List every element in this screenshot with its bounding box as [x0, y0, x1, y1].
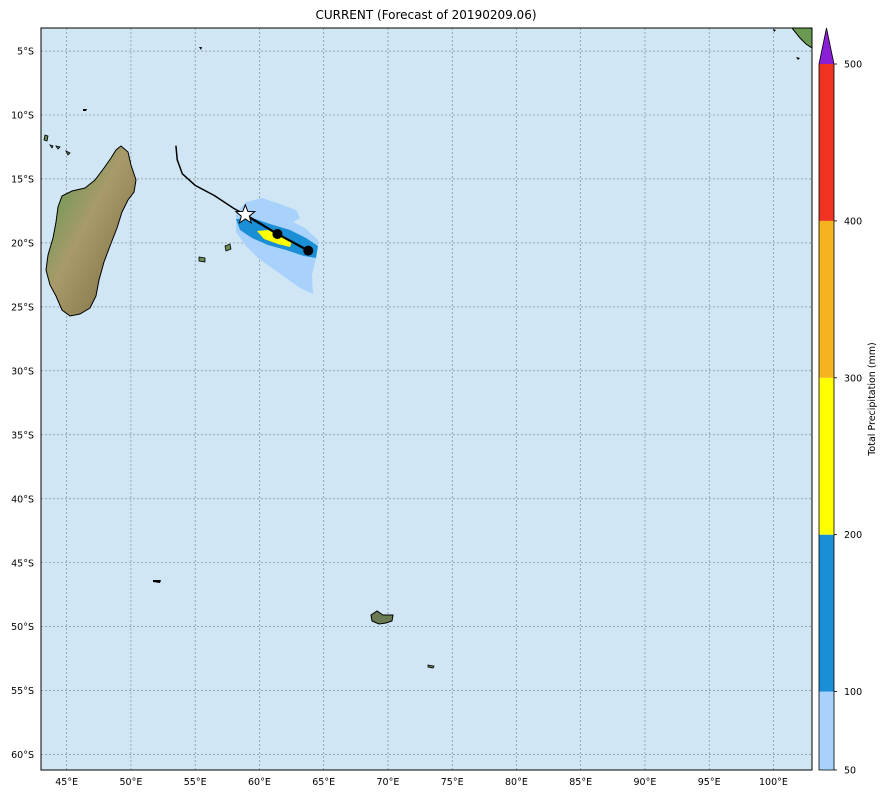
colorbar-tick-label: 500 — [844, 60, 862, 71]
colorbar-tick-label: 300 — [844, 373, 862, 384]
lat-tick-label: 25°S — [11, 302, 34, 313]
lon-tick-label: 95°E — [698, 777, 721, 788]
storm-track-line — [175, 145, 246, 216]
lon-tick-label: 50°E — [120, 777, 143, 788]
forecast-position-marker — [272, 228, 283, 239]
lat-tick-label: 55°S — [11, 686, 34, 697]
lat-tick-label: 5°S — [17, 47, 34, 58]
lon-tick-label: 55°E — [184, 777, 207, 788]
colorbar-outline — [818, 27, 835, 771]
colorbar-segment — [819, 64, 834, 221]
sumatra-coast — [791, 28, 812, 49]
mauritius-island — [224, 243, 232, 252]
lon-tick-label: 80°E — [505, 777, 528, 788]
lon-tick-label: 70°E — [377, 777, 400, 788]
map-frame — [40, 27, 813, 771]
lat-tick-label: 50°S — [11, 622, 34, 633]
colorbar-segment — [819, 534, 834, 692]
lat-tick-label: 15°S — [11, 174, 34, 185]
kerguelen-islands — [370, 610, 394, 625]
lat-tick-label: 60°S — [11, 750, 34, 761]
colorbar-label: Total Precipitation (mm) — [867, 342, 878, 457]
lat-tick-label: 35°S — [11, 430, 34, 441]
lat-tick-label: 40°S — [11, 494, 34, 505]
map-title: CURRENT (Forecast of 20190209.06) — [315, 8, 537, 22]
lon-tick-label: 100°E — [759, 777, 788, 788]
heard-island — [427, 664, 435, 669]
colorbar-tick-label: 100 — [844, 687, 862, 698]
colorbar-tick-label: 50 — [844, 766, 856, 777]
colorbar-segment — [819, 691, 834, 770]
ocean-background — [41, 28, 812, 770]
colorbar-extend-triangle — [819, 28, 834, 64]
colorbar-tick-label: 200 — [844, 530, 862, 541]
longitude-tick-labels: 45°E 50°E 55°E 60°E 65°E 70°E 75°E 80°E 85°E 90°E… — [55, 777, 788, 788]
graticule — [41, 28, 812, 770]
lon-tick-label: 65°E — [312, 777, 335, 788]
colorbar-segment — [819, 377, 834, 535]
lon-tick-label: 60°E — [248, 777, 271, 788]
lon-tick-label: 85°E — [569, 777, 592, 788]
forecast-position-marker — [303, 245, 314, 256]
precip-200-300 — [257, 230, 292, 247]
lon-tick-label: 75°E — [441, 777, 464, 788]
lon-tick-label: 90°E — [634, 777, 657, 788]
lat-tick-label: 10°S — [11, 110, 34, 121]
latitude-tick-labels: 5°S 10°S 15°S 20°S 25°S 30°S 35°S 40°S 45°S 50°S 5… — [11, 47, 34, 762]
lat-tick-label: 20°S — [11, 238, 34, 249]
reunion-island — [198, 256, 206, 263]
lat-tick-label: 45°S — [11, 558, 34, 569]
madagascar-landmass — [45, 145, 137, 317]
lon-tick-label: 45°E — [55, 777, 78, 788]
colorbar-tick-label: 400 — [844, 216, 862, 227]
colorbar-segment — [819, 220, 834, 378]
comoros-islands — [43, 134, 71, 156]
colorbar: 50 100 200 300 400 500 — [818, 27, 862, 777]
current-position-star-icon — [234, 203, 257, 225]
lat-tick-label: 30°S — [11, 366, 34, 377]
